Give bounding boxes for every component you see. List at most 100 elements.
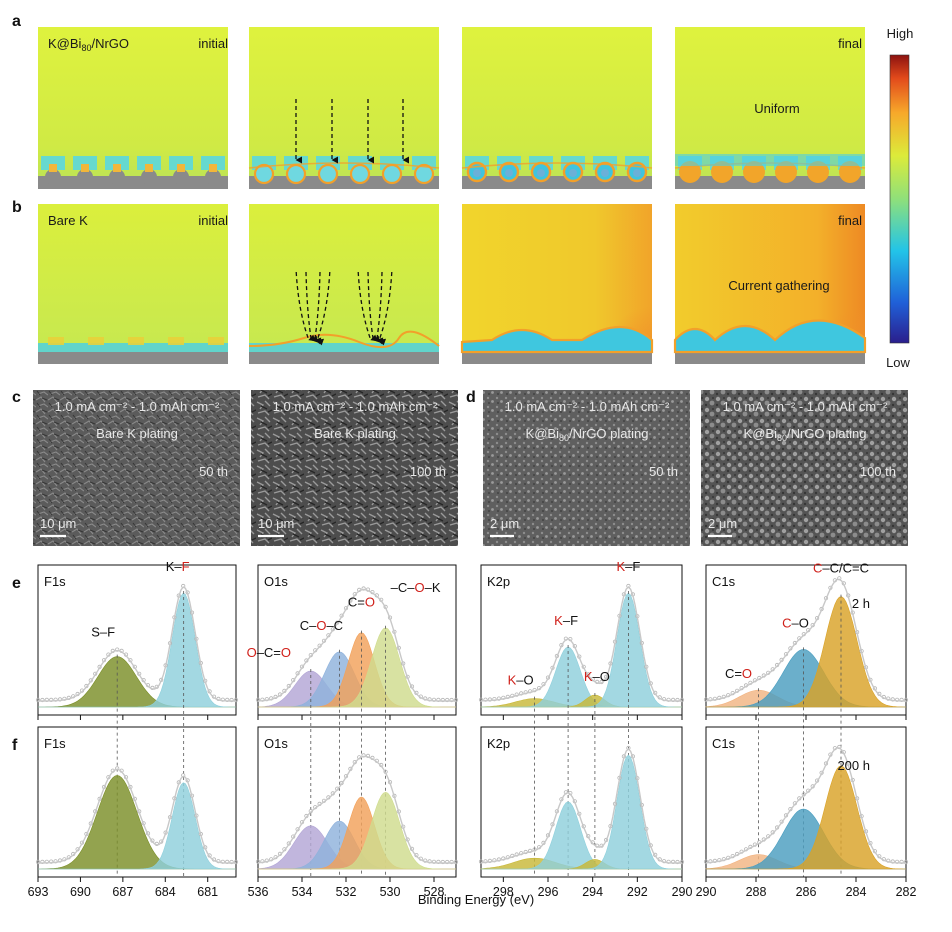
data-point bbox=[255, 859, 261, 864]
peak-label: C–C/C=C bbox=[813, 561, 869, 576]
x-tick-label: 684 bbox=[155, 885, 176, 899]
k-deposit bbox=[807, 161, 829, 183]
deposit bbox=[49, 164, 57, 172]
region-label: K2p bbox=[487, 736, 510, 751]
deposit bbox=[145, 164, 153, 172]
k-deposit-ring bbox=[381, 163, 403, 185]
x-tick-label: 298 bbox=[493, 885, 514, 899]
initial-label-b: initial bbox=[198, 213, 228, 228]
peak-label-part: O bbox=[247, 645, 257, 660]
peak-label-part: –C bbox=[326, 618, 343, 633]
sample-label-b: Bare K bbox=[48, 213, 88, 228]
sem-d2-cycle: 100 th bbox=[860, 464, 896, 479]
sem-d2-title: K@Bi80/NrGO plating bbox=[744, 426, 867, 443]
envelope-fit bbox=[38, 768, 236, 864]
flux-arrow-b-right-2 bbox=[367, 271, 380, 343]
substrate bbox=[462, 352, 652, 364]
data-point bbox=[478, 859, 484, 864]
deposit bbox=[113, 164, 121, 172]
sim-tile-a3 bbox=[461, 27, 653, 189]
peak-label-part: –F bbox=[563, 613, 578, 628]
sim-tile-b3 bbox=[460, 204, 654, 364]
k-deposit-core bbox=[601, 169, 609, 177]
ion-depletion bbox=[201, 156, 225, 170]
sem-c2-condition: 1.0 mA cm⁻² - 1.0 mAh cm⁻² bbox=[273, 399, 438, 414]
sem-d1-condition: 1.0 mA cm⁻² - 1.0 mAh cm⁻² bbox=[505, 399, 670, 414]
k-deposit bbox=[711, 161, 733, 183]
peak-label-part: O bbox=[365, 595, 375, 610]
sem-image-d2 bbox=[701, 390, 908, 546]
sim-tile-a-bg bbox=[462, 27, 652, 189]
envelope-fit bbox=[480, 748, 682, 864]
initial-label-a: initial bbox=[198, 36, 228, 51]
plot-frame bbox=[37, 564, 237, 716]
xps-plot-f-K2p: K2p 298 296 294 292 290 bbox=[478, 726, 692, 899]
x-tick-label: 528 bbox=[424, 885, 445, 899]
deposit bbox=[209, 164, 217, 172]
final-label-a: final bbox=[838, 36, 862, 51]
colorbar-low-label: Low bbox=[886, 355, 910, 370]
peak-label-part: C bbox=[782, 615, 791, 630]
flux-arrow-b-right-3 bbox=[376, 271, 384, 345]
panel-letter-a: a bbox=[12, 13, 21, 30]
peak-label: C=O bbox=[348, 595, 375, 610]
panel-letter-b: b bbox=[12, 199, 22, 216]
sem-image-c1 bbox=[33, 390, 240, 546]
data-point bbox=[703, 697, 709, 702]
xps-plot-f-F1s: F1s 693 690 687 684 681 bbox=[28, 726, 239, 899]
envelope-fit bbox=[257, 755, 456, 864]
peak-4 bbox=[481, 754, 682, 870]
sem-d1-title: K@Bi80/NrGO plating bbox=[526, 426, 649, 443]
peak-label: K–F bbox=[554, 613, 578, 628]
peak-label-part: –K bbox=[425, 580, 441, 595]
surface-bump bbox=[208, 337, 224, 345]
substrate bbox=[462, 176, 652, 189]
ion-depletion bbox=[38, 343, 228, 352]
k-deposit-ring bbox=[285, 163, 307, 185]
panel-letter-f: f bbox=[12, 737, 18, 754]
panel-letter-e: e bbox=[12, 575, 21, 592]
surface-bump bbox=[128, 337, 144, 345]
sem-c1-condition: 1.0 mA cm⁻² - 1.0 mAh cm⁻² bbox=[55, 399, 220, 414]
plot-frame bbox=[37, 726, 237, 878]
k-deposit-ring bbox=[317, 163, 339, 185]
region-label: K2p bbox=[487, 574, 510, 589]
substrate bbox=[249, 176, 439, 189]
simulation-panels bbox=[38, 27, 867, 364]
sim-tile-a4 bbox=[674, 27, 866, 189]
sem-image-d1 bbox=[483, 390, 690, 546]
peak-label: O–C=O bbox=[247, 645, 291, 660]
x-tick-label: 532 bbox=[336, 885, 357, 899]
plot-frame bbox=[257, 564, 457, 716]
peak-label: S–F bbox=[91, 625, 115, 640]
sample-label-a: K@Bi80/NrGO bbox=[48, 36, 129, 53]
peak-label-part: O bbox=[415, 580, 425, 595]
peak-label-part: –O bbox=[593, 669, 610, 684]
x-tick-label: 296 bbox=[538, 885, 559, 899]
sem-d2-scale: 2 μm bbox=[708, 516, 737, 531]
region-label: F1s bbox=[44, 574, 66, 589]
k-deposit bbox=[775, 161, 797, 183]
x-tick-label: 530 bbox=[380, 885, 401, 899]
ion-depletion bbox=[73, 156, 97, 170]
x-tick-label: 286 bbox=[796, 885, 817, 899]
x-tick-label: 292 bbox=[627, 885, 648, 899]
peak-label-part: –C= bbox=[257, 645, 281, 660]
envelope-fit bbox=[705, 578, 906, 702]
sim-tile-a2 bbox=[248, 27, 440, 189]
peak-label-part: O bbox=[742, 666, 752, 681]
flux-arrow-b-left-4 bbox=[316, 271, 331, 346]
surface-bump bbox=[48, 337, 64, 345]
x-axis-label: Binding Energy (eV) bbox=[418, 892, 534, 907]
peak-label-part: –C– bbox=[391, 580, 416, 595]
deposit-surface bbox=[248, 330, 440, 349]
region-label: O1s bbox=[264, 736, 288, 751]
peak-label-part: –F bbox=[625, 559, 640, 574]
ion-depletion bbox=[249, 343, 439, 352]
surface-bump bbox=[88, 337, 104, 345]
peak-label-part: K bbox=[584, 669, 593, 684]
